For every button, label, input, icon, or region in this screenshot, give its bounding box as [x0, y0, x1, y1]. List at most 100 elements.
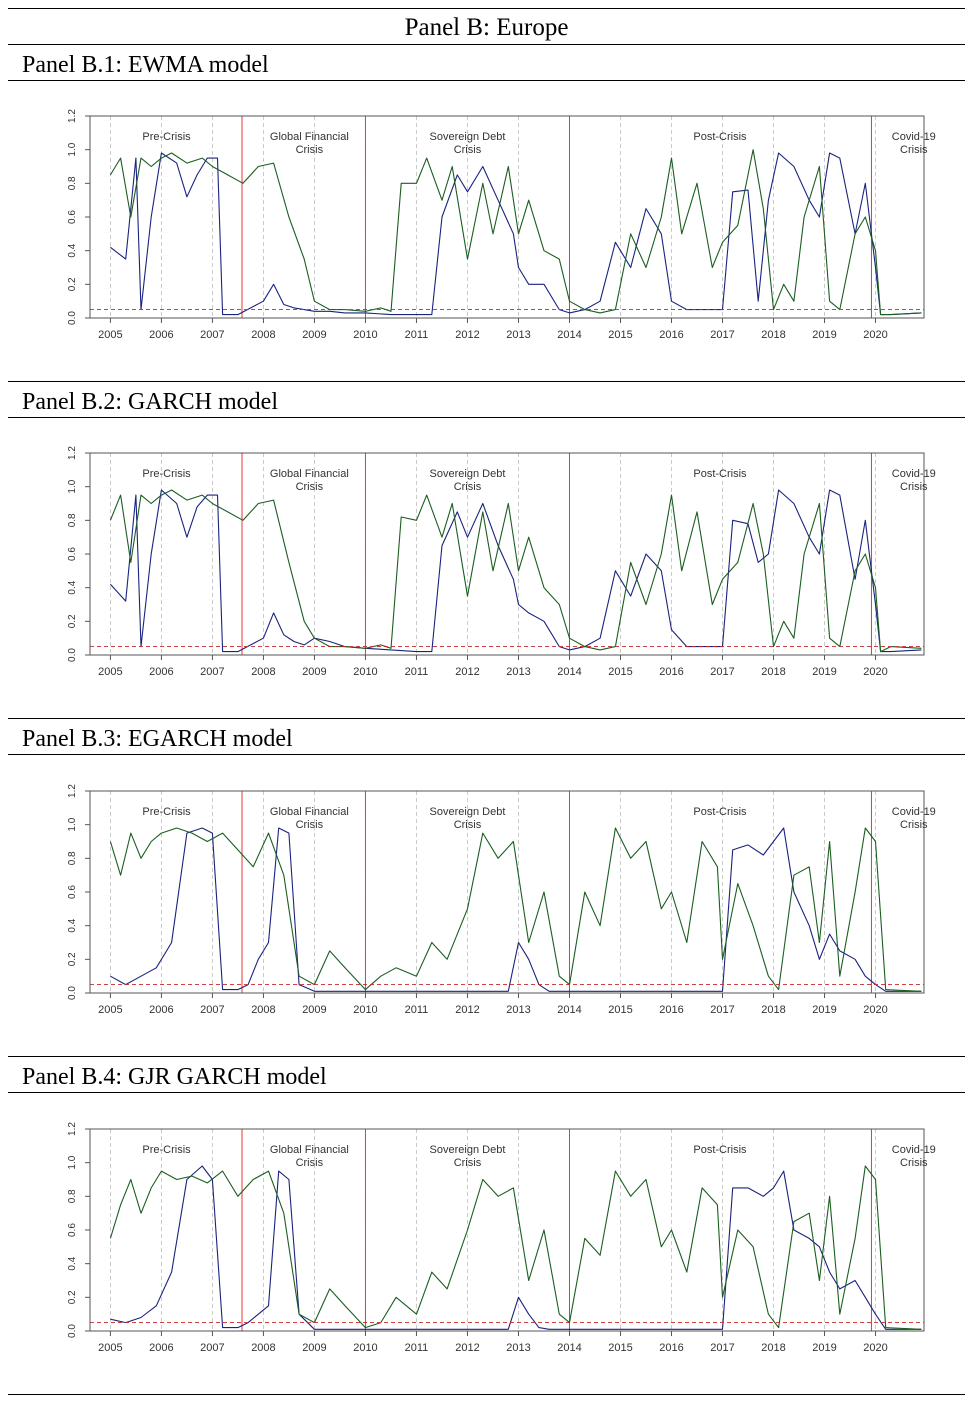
period-label: Pre-Crisis [142, 131, 191, 143]
chart-garch: 0.0 0.2 0.4 0.6 0.8 1.0 1.2 2005 2006 2007 2008 200… [67, 446, 936, 678]
chart-egarch: 0.0 0.2 0.4 0.6 0.8 1.0 1.2 2005 2006 2007 2008 200… [67, 784, 936, 1016]
y-tick-label: 1.2 [67, 784, 78, 798]
series-line-navy [110, 152, 922, 316]
y-tick-label: 0.2 [67, 1290, 78, 1304]
period-label: Pre-Crisis [142, 806, 191, 818]
period-label: Post-Crisis [693, 468, 747, 480]
plot-frame [89, 452, 925, 656]
y-tick-label: 0.0 [67, 1324, 78, 1338]
plot-frame [89, 1128, 925, 1332]
x-tick-label: 2010 [353, 1342, 377, 1354]
x-tick-label: 2019 [812, 1342, 836, 1354]
y-tick-label: 0.8 [67, 176, 78, 190]
panel-title-gjr-garch: Panel B.4: GJR GARCH model [22, 1064, 327, 1090]
x-tick-label: 2018 [761, 1342, 785, 1354]
period-label: Global Financial [270, 131, 349, 143]
period-label: Post-Crisis [693, 131, 747, 143]
period-label: Crisis [296, 819, 324, 831]
x-tick-label: 2016 [659, 1342, 683, 1354]
plot-frame [89, 115, 925, 319]
y-tick-label: 0.6 [67, 1223, 78, 1237]
x-tick-label: 2007 [200, 1342, 224, 1354]
x-tick-label: 2011 [405, 329, 429, 341]
y-tick-label: 0.6 [67, 885, 78, 899]
period-label: Crisis [296, 481, 324, 493]
period-label: Crisis [900, 144, 928, 156]
x-tick-label: 2007 [200, 329, 224, 341]
period-label: Crisis [900, 1157, 928, 1169]
series-line-navy [109, 489, 922, 653]
y-tick-label: 0.8 [67, 1189, 78, 1203]
y-tick-label: 0.6 [67, 547, 78, 561]
y-tick-label: 0.0 [67, 311, 78, 325]
x-tick-label: 2014 [557, 1342, 581, 1354]
chart-gjr-garch: 0.0 0.2 0.4 0.6 0.8 1.0 1.2 2005 2006 2007 2008 200… [67, 1122, 936, 1354]
x-tick-label: 2006 [149, 329, 173, 341]
x-tick-label: 2020 [863, 329, 887, 341]
x-tick-label: 2019 [812, 666, 836, 678]
period-label: Post-Crisis [693, 1144, 747, 1156]
period-label: Covid-19 [892, 806, 936, 818]
period-label: Sovereign Debt [430, 806, 506, 818]
x-tick-label: 2012 [455, 666, 479, 678]
period-label: Post-Crisis [693, 806, 747, 818]
x-tick-label: 2012 [455, 1342, 479, 1354]
x-tick-label: 2015 [608, 329, 632, 341]
panel-rule [8, 381, 965, 382]
series-line-green [109, 489, 922, 653]
x-tick-label: 2009 [302, 666, 326, 678]
x-tick-label: 2019 [812, 1004, 836, 1016]
x-tick-label: 2013 [506, 329, 530, 341]
x-tick-label: 2015 [608, 1004, 632, 1016]
period-label: Global Financial [270, 1144, 349, 1156]
x-tick-label: 2008 [251, 329, 275, 341]
period-label: Covid-19 [892, 1144, 936, 1156]
x-tick-label: 2017 [710, 329, 734, 341]
y-tick-label: 0.2 [67, 277, 78, 291]
x-tick-label: 2017 [710, 1004, 734, 1016]
series-line-navy [110, 1165, 922, 1330]
y-tick-label: 1.0 [67, 817, 78, 831]
x-tick-label: 2018 [761, 1004, 785, 1016]
x-tick-label: 2015 [608, 1342, 632, 1354]
panel-title-ewma: Panel B.1: EWMA model [22, 52, 269, 78]
x-tick-label: 2012 [455, 1004, 479, 1016]
period-label: Crisis [900, 819, 928, 831]
title-rule [8, 44, 965, 45]
x-tick-label: 2011 [405, 1342, 429, 1354]
series-line-green [109, 1165, 922, 1330]
x-tick-label: 2020 [863, 666, 887, 678]
x-tick-label: 2019 [812, 329, 836, 341]
x-tick-label: 2010 [353, 666, 377, 678]
period-label: Covid-19 [892, 131, 936, 143]
x-tick-label: 2005 [98, 1004, 122, 1016]
series-line-navy [110, 827, 922, 992]
page-title: Panel B: Europe [404, 14, 569, 41]
x-tick-label: 2010 [353, 329, 377, 341]
period-label: Pre-Crisis [142, 1144, 191, 1156]
panel-rule [8, 1056, 965, 1057]
period-label: Global Financial [270, 468, 349, 480]
x-tick-label: 2005 [98, 1342, 122, 1354]
x-tick-label: 2007 [200, 666, 224, 678]
x-tick-label: 2006 [149, 1342, 173, 1354]
period-label: Sovereign Debt [430, 131, 506, 143]
y-tick-label: 0.4 [67, 1256, 78, 1270]
x-tick-label: 2020 [863, 1342, 887, 1354]
y-tick-label: 0.8 [67, 513, 78, 527]
y-tick-label: 1.2 [67, 446, 78, 460]
period-label: Crisis [454, 481, 482, 493]
x-tick-label: 2014 [557, 1004, 581, 1016]
y-tick-label: 1.0 [67, 142, 78, 156]
x-tick-label: 2011 [405, 666, 429, 678]
y-tick-label: 0.4 [67, 580, 78, 594]
series-line-green [109, 149, 922, 316]
period-label: Crisis [900, 481, 928, 493]
panel-rule [8, 80, 965, 81]
y-tick-label: 1.0 [67, 1155, 78, 1169]
x-tick-label: 2017 [710, 666, 734, 678]
y-tick-label: 0.0 [67, 648, 78, 662]
chart-ewma: 0.0 0.2 0.4 0.6 0.8 1.0 1.2 2005 2006 2007 2008 200… [67, 109, 936, 341]
period-label: Covid-19 [892, 468, 936, 480]
period-label: Sovereign Debt [430, 468, 506, 480]
